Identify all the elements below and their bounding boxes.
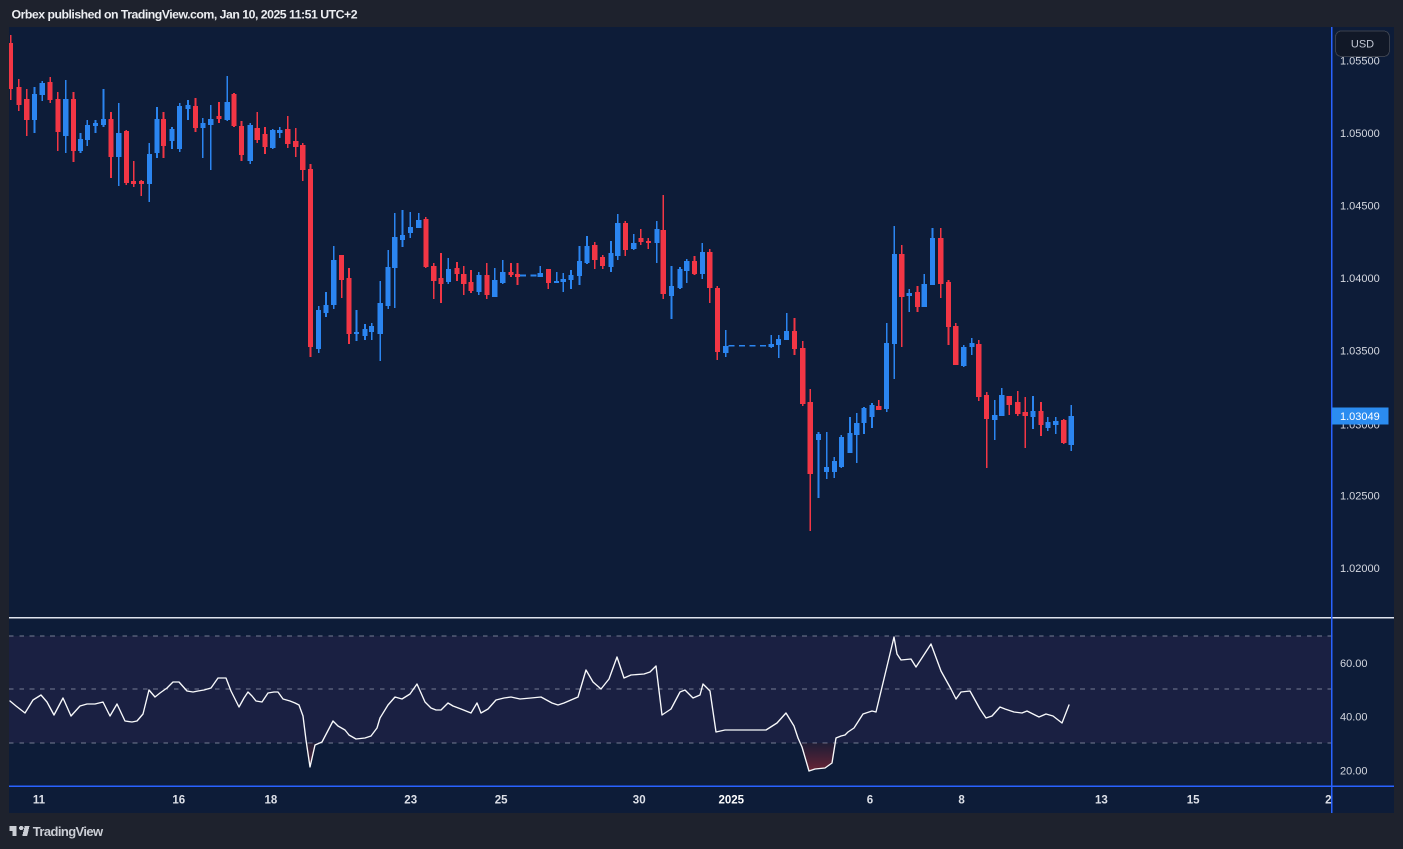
svg-text:40.00: 40.00 [1340, 712, 1368, 724]
svg-text:1.04500: 1.04500 [1340, 201, 1380, 213]
svg-text:2: 2 [1325, 795, 1331, 807]
svg-text:1.05500: 1.05500 [1340, 56, 1380, 68]
svg-text:8: 8 [958, 795, 965, 807]
svg-text:6: 6 [867, 795, 873, 807]
svg-text:2025: 2025 [719, 795, 745, 807]
svg-text:1.03500: 1.03500 [1340, 346, 1380, 358]
svg-text:25: 25 [495, 795, 508, 807]
svg-text:1.02000: 1.02000 [1340, 563, 1380, 575]
svg-text:30: 30 [633, 795, 646, 807]
svg-text:Orbex published on TradingView: Orbex published on TradingView.com, Jan … [12, 8, 358, 22]
svg-text:18: 18 [265, 795, 278, 807]
svg-text:16: 16 [172, 795, 185, 807]
svg-text:60.00: 60.00 [1340, 658, 1368, 670]
svg-text:11: 11 [33, 795, 46, 807]
svg-text:TradingView: TradingView [33, 824, 104, 839]
svg-text:20.00: 20.00 [1340, 765, 1368, 777]
svg-text:1.02500: 1.02500 [1340, 491, 1380, 503]
svg-text:1.03049: 1.03049 [1340, 411, 1380, 423]
svg-text:1.04000: 1.04000 [1340, 273, 1380, 285]
svg-text:13: 13 [1095, 795, 1108, 807]
svg-text:1.05000: 1.05000 [1340, 128, 1380, 140]
svg-text:15: 15 [1187, 795, 1200, 807]
svg-text:23: 23 [404, 795, 417, 807]
svg-text:USD: USD [1351, 39, 1374, 51]
